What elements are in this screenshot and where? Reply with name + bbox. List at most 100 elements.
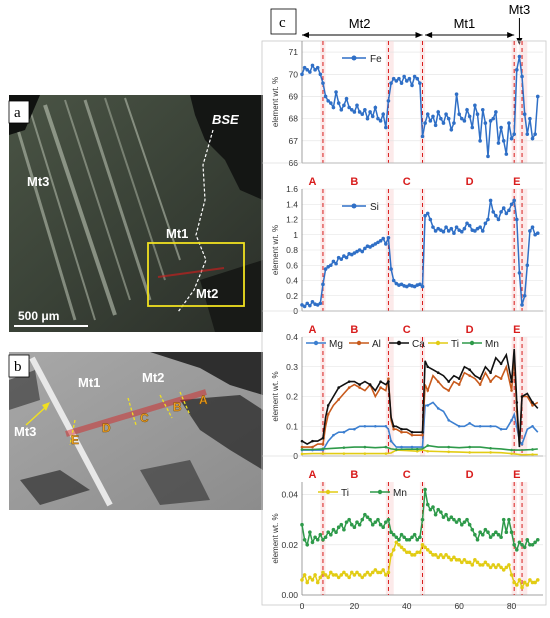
- data-point: [530, 225, 535, 229]
- data-point: [386, 236, 391, 240]
- data-point: [436, 380, 440, 383]
- data-point: [410, 535, 414, 540]
- data-point: [457, 112, 461, 116]
- data-point: [447, 389, 450, 392]
- data-point: [478, 377, 482, 380]
- data-point: [478, 225, 482, 229]
- data-point: [337, 386, 340, 389]
- data-point: [381, 112, 386, 116]
- data-point: [352, 251, 357, 255]
- data-point: [368, 383, 372, 386]
- data-point: [400, 430, 403, 434]
- data-point: [459, 116, 464, 121]
- data-point: [355, 249, 359, 254]
- data-point: [318, 301, 323, 306]
- data-point: [363, 512, 367, 517]
- data-point: [332, 433, 335, 437]
- data-point: [329, 532, 333, 537]
- data-point: [300, 452, 304, 456]
- data-point: [494, 213, 498, 218]
- data-point: [515, 548, 519, 552]
- data-point: [433, 553, 438, 557]
- data-point: [499, 362, 503, 366]
- legend-label: Ti: [341, 488, 349, 499]
- data-point: [517, 540, 522, 545]
- data-point: [512, 198, 516, 203]
- data-point: [509, 530, 514, 535]
- data-point: [533, 540, 537, 545]
- data-point: [533, 580, 537, 585]
- data-point: [462, 226, 467, 231]
- legend-marker: [377, 489, 383, 495]
- data-point: [404, 550, 409, 555]
- data-point: [454, 558, 459, 562]
- zone-shade: [419, 41, 426, 163]
- legend-marker: [356, 340, 362, 346]
- data-point: [470, 527, 475, 532]
- panel-a-letter: a: [14, 105, 21, 121]
- data-point: [412, 532, 417, 537]
- data-point: [496, 532, 501, 537]
- zone-shade: [385, 482, 394, 595]
- data-point: [415, 447, 419, 451]
- data-point: [357, 248, 362, 252]
- data-point: [389, 530, 393, 535]
- data-point: [473, 103, 477, 108]
- data-point: [509, 136, 514, 141]
- data-point: [535, 578, 540, 582]
- data-point: [454, 92, 459, 97]
- data-point: [368, 517, 372, 522]
- data-point: [337, 398, 340, 401]
- panel-c-letter: c: [279, 15, 286, 31]
- data-point: [311, 445, 314, 449]
- zone-c-label: C: [140, 411, 149, 425]
- y-axis-label: element wt. %: [271, 371, 280, 421]
- data-point: [509, 202, 514, 207]
- data-point: [349, 522, 354, 527]
- data-point: [480, 563, 485, 567]
- x-tick-label: 40: [402, 601, 412, 611]
- data-point: [473, 532, 477, 537]
- data-point: [468, 451, 471, 454]
- data-point: [378, 570, 383, 575]
- data-point: [478, 383, 482, 386]
- zone-e-label: E: [71, 433, 79, 447]
- data-point: [358, 383, 361, 386]
- data-point: [441, 229, 446, 234]
- data-point: [329, 570, 333, 575]
- data-point: [326, 575, 330, 580]
- legend-marker: [469, 340, 475, 346]
- data-point: [446, 555, 451, 560]
- micrograph-b-pores: [9, 352, 263, 505]
- zone-d-label: D: [102, 421, 111, 435]
- y-tick-label: 0.00: [281, 590, 298, 600]
- data-point: [308, 530, 312, 535]
- data-point: [486, 530, 490, 535]
- data-point: [447, 450, 450, 454]
- data-point: [321, 436, 325, 440]
- data-point: [344, 255, 349, 260]
- y-tick-label: 0.04: [281, 490, 298, 500]
- y-tick-label: 1.2: [286, 215, 298, 225]
- data-point: [415, 449, 419, 453]
- data-point: [331, 573, 336, 577]
- data-point: [305, 542, 310, 547]
- data-point: [412, 74, 417, 79]
- data-point: [399, 282, 404, 287]
- zone-letter: C: [403, 176, 411, 188]
- data-point: [376, 517, 380, 522]
- data-point: [376, 116, 380, 121]
- data-point: [426, 365, 430, 369]
- data-point: [326, 99, 330, 103]
- data-point: [300, 303, 304, 307]
- y-tick-label: 0.8: [286, 245, 298, 255]
- data-point: [504, 211, 509, 216]
- zone-letter: B: [350, 324, 358, 336]
- micrograph-a-mt1: Mt1: [166, 226, 188, 241]
- data-point: [329, 263, 333, 268]
- data-point: [510, 419, 513, 422]
- data-point: [525, 132, 530, 136]
- data-point: [415, 76, 420, 81]
- panel-b-letter: b: [14, 359, 22, 375]
